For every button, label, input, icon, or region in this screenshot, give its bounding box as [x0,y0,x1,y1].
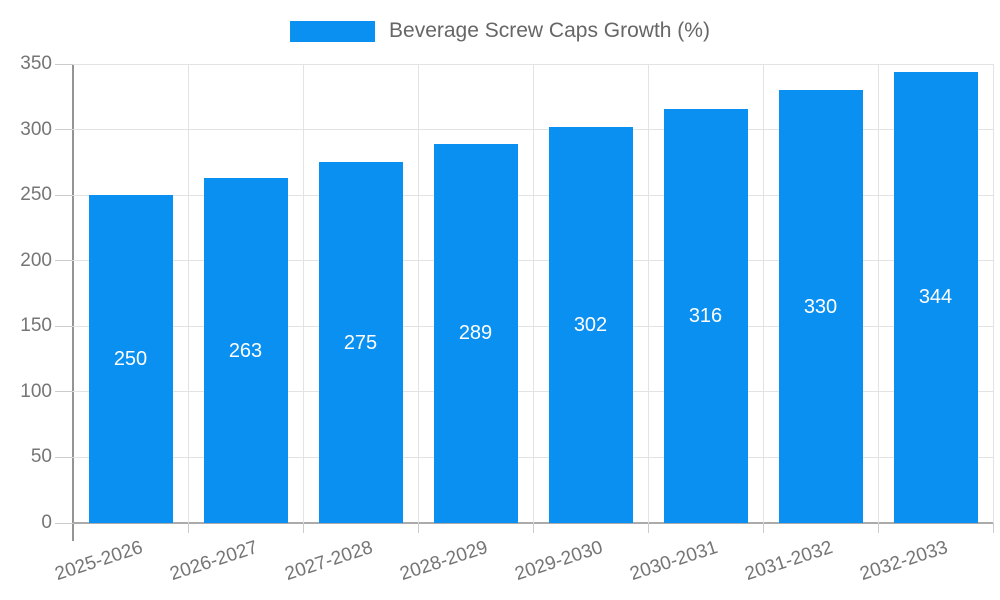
x-axis-tick [532,523,534,533]
y-tick-label: 250 [20,184,52,206]
gridline-vertical [992,64,994,523]
x-category-label: 2025-2026 [52,537,145,586]
legend-swatch-icon [290,20,376,42]
bar-value-label: 263 [228,339,263,362]
gridline-vertical [877,64,879,523]
y-axis-tick [55,325,73,327]
y-tick-label: 350 [20,53,52,74]
x-axis-tick [992,523,994,533]
y-tick-label: 200 [20,249,52,271]
y-tick-label: 100 [20,380,52,402]
bar: 289 [433,143,518,523]
y-axis-tick [55,456,73,458]
gridline-vertical [762,64,764,523]
y-axis-line [72,64,74,541]
y-tick-label: 300 [20,118,52,140]
gridline-vertical [532,64,534,523]
x-category-label: 2028-2029 [397,537,490,586]
bar-value-label: 344 [918,286,953,309]
y-tick-label: 50 [30,446,52,468]
legend-item[interactable]: Beverage Screw Caps Growth (%) [290,19,710,43]
bar: 250 [88,195,173,523]
x-axis-tick [877,523,879,533]
y-axis-tick [55,63,73,65]
gridline-vertical [417,64,419,523]
bar-value-label: 289 [458,322,493,345]
bar: 302 [548,126,633,523]
gridline-vertical [647,64,649,523]
gridline-vertical [302,64,304,523]
bar-value-label: 330 [803,295,838,318]
x-axis-tick [187,523,189,533]
y-axis-tick [55,391,73,393]
y-axis-tick [55,260,73,262]
y-tick-label: 150 [20,315,52,337]
x-category-label: 2026-2027 [167,537,260,586]
x-axis-tick [762,523,764,533]
bar-value-label: 250 [113,348,148,371]
y-axis-tick [55,129,73,131]
bar: 275 [318,162,403,523]
bar: 344 [893,71,978,523]
y-tick-label: 0 [41,512,52,533]
x-axis-line [73,522,994,524]
x-category-label: 2030-2031 [627,537,720,586]
x-axis-tick [417,523,419,533]
gridline-vertical [187,64,189,523]
x-category-label: 2027-2028 [282,537,375,586]
x-axis-tick [302,523,304,533]
bar: 330 [778,90,863,523]
bar-value-label: 316 [688,304,723,327]
y-axis-tick [55,194,73,196]
x-category-label: 2031-2032 [742,537,835,586]
x-category-label: 2032-2033 [857,537,950,586]
x-category-label: 2029-2030 [512,537,605,586]
bar: 316 [663,108,748,523]
bar-value-label: 275 [343,331,378,354]
bar-value-label: 302 [573,313,608,336]
bar: 263 [203,178,288,523]
x-axis-tick [647,523,649,533]
y-axis-tick [55,522,73,524]
legend-label: Beverage Screw Caps Growth (%) [389,19,710,42]
